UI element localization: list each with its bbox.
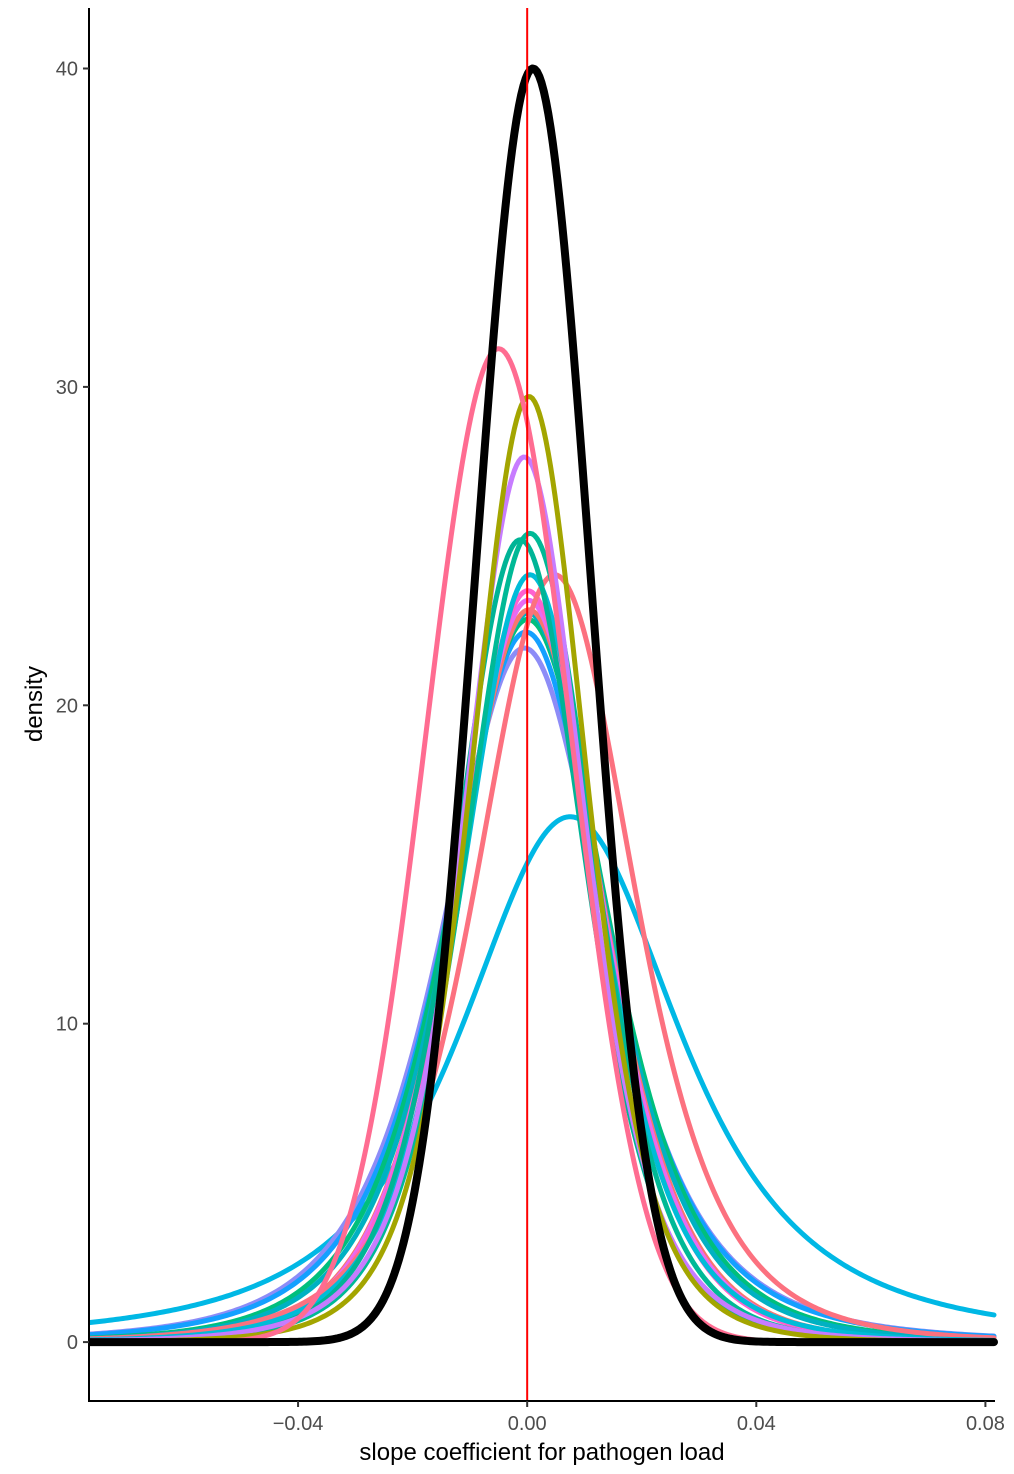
x-axis-ticks: −0.04 0.00 0.04 0.08 bbox=[273, 1401, 1005, 1435]
x-tick-label: 0.08 bbox=[966, 1413, 1005, 1435]
y-tick-label: 20 bbox=[56, 695, 78, 717]
x-tick-label: 0.04 bbox=[737, 1413, 776, 1435]
y-tick-label: 40 bbox=[56, 58, 78, 80]
y-tick-label: 30 bbox=[56, 377, 78, 399]
density-curve-1 bbox=[89, 814, 997, 1326]
density-curves bbox=[89, 64, 998, 1347]
y-tick-label: 0 bbox=[67, 1332, 78, 1354]
density-curve-16 bbox=[89, 64, 998, 1347]
x-tick-label: −0.04 bbox=[273, 1413, 324, 1435]
x-axis-title: slope coefficient for pathogen load bbox=[359, 1439, 724, 1466]
y-axis-title: density bbox=[21, 666, 48, 742]
y-axis-ticks: 0 10 20 30 40 bbox=[56, 58, 89, 1354]
x-tick-label: 0.00 bbox=[508, 1413, 547, 1435]
y-tick-label: 10 bbox=[56, 1014, 78, 1036]
